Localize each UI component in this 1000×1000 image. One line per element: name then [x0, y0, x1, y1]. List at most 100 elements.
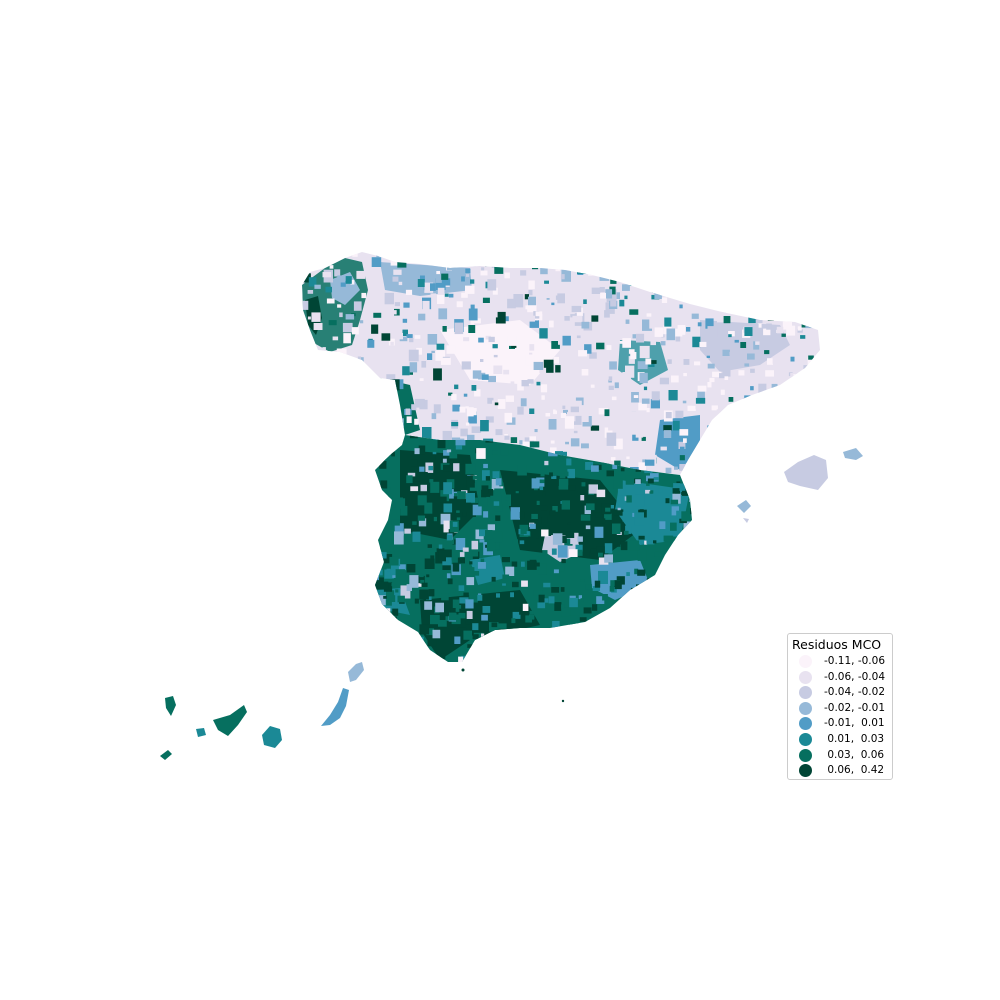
- municipality-patch: [486, 660, 496, 662]
- municipality-patch: [436, 271, 440, 275]
- municipality-patch: [373, 384, 382, 392]
- municipality-patch: [648, 363, 655, 367]
- municipality-patch: [377, 509, 388, 517]
- municipality-patch: [734, 339, 739, 343]
- municipality-patch: [435, 351, 446, 361]
- municipality-patch: [375, 435, 379, 440]
- municipality-patch: [706, 278, 714, 289]
- municipality-patch: [641, 398, 650, 404]
- municipality-patch: [520, 398, 527, 407]
- municipality-patch: [580, 514, 591, 521]
- municipality-patch: [397, 257, 407, 268]
- municipality-patch: [617, 507, 621, 511]
- municipality-patch: [570, 627, 576, 634]
- municipality-patch: [712, 442, 718, 447]
- municipality-patch: [647, 478, 654, 484]
- municipality-patch: [761, 478, 770, 484]
- municipality-patch: [624, 530, 629, 535]
- municipality-patch: [746, 266, 755, 272]
- municipality-patch: [691, 280, 697, 284]
- municipality-patch: [650, 338, 656, 346]
- municipality-patch: [691, 313, 699, 319]
- municipality-patch: [619, 260, 627, 268]
- municipality-patch: [576, 343, 583, 351]
- municipality-patch: [579, 617, 587, 622]
- municipality-patch: [732, 468, 737, 473]
- municipality-patch: [697, 385, 707, 392]
- municipality-patch: [692, 336, 701, 348]
- municipality-patch: [796, 438, 802, 442]
- municipality-patch: [807, 403, 815, 412]
- municipality-patch: [385, 437, 395, 444]
- municipality-patch: [697, 322, 702, 327]
- municipality-patch: [380, 480, 388, 489]
- municipality-patch: [729, 458, 734, 463]
- municipality-patch: [546, 645, 551, 650]
- municipality-patch: [352, 252, 358, 257]
- municipality-patch: [768, 440, 773, 444]
- municipality-patch: [535, 536, 539, 539]
- municipality-patch: [430, 614, 440, 625]
- municipality-patch: [677, 613, 686, 623]
- municipality-patch: [419, 466, 425, 472]
- municipality-patch: [785, 435, 790, 440]
- municipality-patch: [411, 459, 418, 467]
- municipality-patch: [756, 269, 761, 274]
- municipality-patch: [407, 472, 416, 478]
- municipality-patch: [491, 259, 500, 268]
- municipality-patch: [329, 265, 334, 269]
- municipality-patch: [527, 273, 534, 281]
- municipality-patch: [310, 385, 318, 392]
- municipality-patch: [670, 522, 677, 531]
- municipality-patch: [342, 322, 353, 333]
- municipality-patch: [617, 265, 623, 271]
- municipality-patch: [480, 420, 489, 432]
- municipality-patch: [492, 450, 498, 455]
- municipality-patch: [777, 394, 785, 400]
- municipality-patch: [647, 629, 652, 635]
- municipality-patch: [405, 487, 414, 495]
- municipality-patch: [764, 350, 770, 355]
- municipality-patch: [369, 456, 379, 464]
- municipality-patch: [622, 284, 630, 291]
- municipality-patch: [580, 495, 585, 501]
- municipality-patch: [525, 305, 531, 310]
- municipality-patch: [488, 654, 497, 662]
- municipality-patch: [545, 413, 551, 417]
- island-mallorca: [784, 455, 828, 490]
- municipality-patch: [640, 260, 646, 266]
- municipality-patch: [603, 660, 613, 662]
- municipality-patch: [409, 362, 418, 373]
- municipality-patch: [461, 292, 468, 298]
- municipality-patch: [469, 561, 473, 565]
- municipality-patch: [548, 320, 554, 328]
- municipality-patch: [652, 608, 661, 616]
- municipality-patch: [694, 361, 701, 366]
- municipality-patch: [552, 506, 558, 512]
- municipality-patch: [674, 466, 678, 470]
- municipality-patch: [766, 323, 772, 330]
- municipality-patch: [544, 280, 549, 284]
- municipality-patch: [339, 312, 343, 318]
- municipality-patch: [635, 479, 641, 484]
- municipality-patch: [337, 304, 342, 308]
- municipality-patch: [677, 561, 682, 566]
- municipality-patch: [392, 310, 397, 315]
- municipality-patch: [540, 473, 545, 477]
- municipality-patch: [481, 614, 488, 621]
- municipality-patch: [377, 595, 386, 606]
- municipality-patch: [742, 407, 751, 415]
- municipality-patch: [497, 399, 506, 409]
- municipality-patch: [634, 568, 639, 575]
- municipality-patch: [638, 654, 642, 659]
- municipality-patch: [812, 395, 819, 400]
- legend-entry: -0.06, -0.04: [788, 670, 892, 685]
- municipality-patch: [394, 523, 404, 536]
- municipality-patch: [694, 545, 701, 555]
- municipality-patch: [629, 540, 640, 551]
- municipality-patch: [605, 637, 609, 640]
- municipality-patch: [682, 487, 690, 496]
- municipality-patch: [479, 529, 487, 537]
- municipality-patch: [519, 607, 525, 615]
- municipality-patch: [573, 415, 582, 425]
